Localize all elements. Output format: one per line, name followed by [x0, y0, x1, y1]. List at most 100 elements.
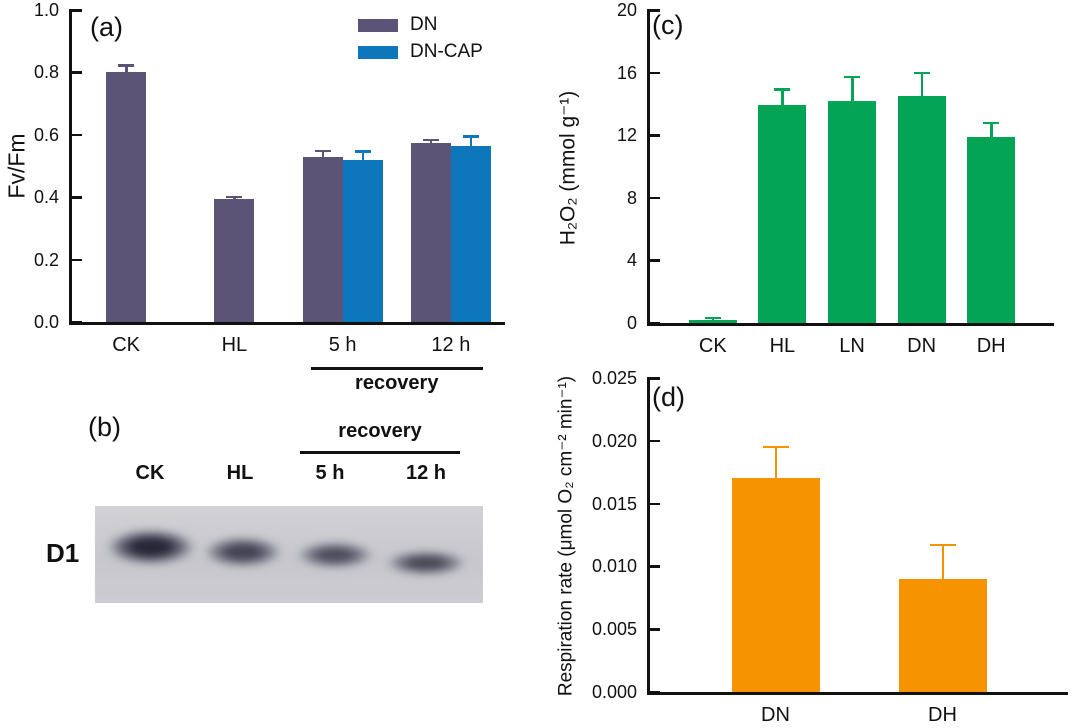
bar-HL-H2O2 — [758, 105, 807, 323]
lane-label-12h: 12 h — [405, 462, 447, 484]
y-tick-label: 0.6 — [33, 124, 59, 145]
legend-item: DN-CAP — [358, 40, 533, 67]
y-tick — [650, 628, 660, 631]
error-bar — [990, 123, 993, 137]
bar-12h-DN — [410, 142, 451, 322]
bar-DN-H2O2 — [897, 96, 946, 323]
y-tick — [72, 258, 82, 262]
y-axis — [647, 9, 650, 326]
y-tick-label: 20 — [616, 0, 637, 20]
y-tick — [650, 322, 660, 325]
lane-label-CK: CK — [135, 462, 165, 484]
panel-letter-b: (b) — [88, 412, 121, 442]
y-tick-label: 0.4 — [33, 187, 59, 208]
y-tick — [650, 9, 660, 12]
error-cap — [118, 64, 135, 67]
protein-label-d1: D1 — [46, 538, 80, 568]
y-axis-title-c: H₂O₂ (mmol g⁻¹) — [556, 90, 580, 246]
y-tick — [72, 196, 82, 199]
x-category-label: 5 h — [328, 334, 357, 356]
y-tick-label: 0.025 — [591, 368, 637, 388]
y-tick-label: 0.015 — [591, 493, 637, 514]
y-tick — [72, 321, 82, 324]
panel-c: 0 4 8 12 16 20 CK HL LN DN DH (c) H₂O₂ (mmol g⁻¹) — [540, 0, 1080, 360]
error-bar — [429, 140, 433, 143]
bar-12h-DN-CAP — [450, 146, 491, 322]
chart-c-h2o2: 0 4 8 12 16 20 CK HL LN DN DH — [540, 0, 1080, 360]
y-tick — [72, 133, 82, 137]
error-cap — [314, 149, 331, 153]
y-tick — [650, 691, 660, 694]
x-category-label: CK — [112, 334, 141, 356]
y-tick-label: 0.0 — [33, 312, 59, 332]
y-tick-label: 0.2 — [33, 249, 59, 270]
y-tick-label: 0.000 — [591, 682, 637, 702]
blot-band-HL — [202, 536, 284, 568]
bar-5h-DN — [302, 157, 343, 322]
error-cap — [762, 445, 789, 449]
error-bar — [361, 151, 365, 160]
y-tick — [650, 71, 660, 75]
error-bar — [920, 73, 924, 97]
x-category-label: CK — [698, 335, 727, 357]
x-category-label: DN — [907, 335, 937, 357]
blot-band-12h — [384, 550, 468, 576]
bar-DN-Respiration rate — [731, 478, 820, 692]
blot-band-5h — [295, 541, 375, 569]
error-bar — [469, 136, 473, 147]
recovery-line — [310, 367, 483, 370]
blot-band-CK — [104, 528, 198, 566]
panel-letter-d: (d) — [652, 382, 685, 412]
panel-d: 0.000 0.005 0.010 0.015 0.020 0.025 DN DH (d) R… — [540, 360, 1080, 728]
lane-label-5h: 5 h — [315, 462, 345, 484]
error-cap — [844, 75, 860, 79]
panel-letter-c: (c) — [652, 10, 684, 40]
legend-label: DN-CAP — [410, 41, 483, 62]
y-tick-label: 4 — [626, 250, 637, 271]
panel-b-western-blot: (b) recovery CK HL 5 h 12 h D1 — [0, 390, 540, 650]
y-tick — [650, 565, 660, 568]
bar-CK-H2O2 — [688, 319, 737, 323]
recovery-label-b: recovery — [338, 420, 422, 442]
y-tick-label: 0 — [626, 313, 637, 333]
error-bar — [321, 151, 325, 158]
error-cap — [983, 121, 1000, 125]
error-cap — [929, 543, 956, 547]
y-tick — [650, 439, 660, 443]
x-category-label: DN — [761, 704, 790, 726]
recovery-label: recovery — [355, 372, 439, 394]
y-axis-title-d: Respiration rate (μmol O₂ cm⁻² min⁻¹) — [555, 375, 577, 697]
western-blot-image — [95, 506, 483, 603]
error-cap — [774, 88, 791, 91]
x-category-label: HL — [221, 334, 248, 356]
x-category-label: DH — [976, 335, 1006, 357]
x-category-label: HL — [769, 335, 796, 357]
panel-a: 0.0 0.2 0.4 0.6 0.8 1.0 CK HL 5 h 12 h recovery (a… — [0, 0, 540, 400]
legend-swatch — [358, 46, 398, 59]
lane-label-HL: HL — [226, 462, 254, 484]
error-bar — [774, 447, 777, 479]
legend-label: DN — [410, 14, 438, 35]
x-axis — [647, 323, 1054, 326]
y-tick-label: 12 — [616, 125, 637, 146]
y-tick-label: 0.005 — [591, 619, 637, 640]
legend-item: DN — [358, 13, 533, 40]
error-bar — [941, 545, 944, 579]
x-category-label: 12 h — [431, 334, 471, 356]
chart-a-fvfm: 0.0 0.2 0.4 0.6 0.8 1.0 CK HL 5 h 12 h recovery — [0, 0, 540, 400]
error-cap — [422, 138, 439, 142]
x-axis — [69, 322, 505, 325]
y-tick — [650, 196, 660, 200]
y-tick-label: 1.0 — [33, 0, 59, 20]
bar-5h-DN-CAP — [342, 159, 383, 322]
error-bar — [125, 65, 128, 73]
bar-CK-DN — [106, 72, 147, 322]
bar-DH-H2O2 — [967, 136, 1016, 323]
y-axis — [69, 9, 72, 325]
x-category-label: LN — [839, 335, 865, 357]
y-tick — [72, 71, 82, 74]
y-tick — [650, 134, 660, 137]
y-tick-label: 8 — [626, 187, 637, 208]
legend-swatch — [358, 19, 398, 32]
